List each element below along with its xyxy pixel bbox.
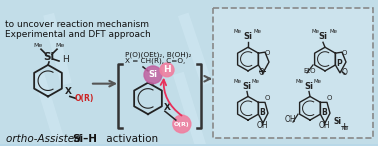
Text: B: B — [321, 108, 327, 117]
Text: Me: Me — [296, 79, 304, 84]
Text: O: O — [326, 95, 332, 101]
Text: O: O — [341, 50, 347, 56]
Text: P: P — [336, 59, 342, 68]
Text: Me: Me — [342, 126, 349, 131]
Text: H: H — [163, 65, 171, 74]
Text: Me: Me — [234, 29, 242, 34]
Text: Si: Si — [305, 82, 313, 91]
Text: P(O)(OEt)₂, B(OH)₂: P(O)(OEt)₂, B(OH)₂ — [125, 51, 191, 58]
Text: X: X — [65, 86, 72, 95]
Text: O: O — [342, 68, 348, 77]
Circle shape — [173, 115, 191, 133]
Text: Me: Me — [252, 79, 260, 84]
Text: EtO: EtO — [303, 68, 316, 74]
Text: OH: OH — [284, 115, 296, 124]
Circle shape — [160, 63, 174, 77]
Text: Si: Si — [243, 82, 251, 91]
Circle shape — [144, 66, 162, 84]
Text: OH: OH — [318, 121, 330, 130]
Text: X = CH(R), C=O,: X = CH(R), C=O, — [125, 57, 185, 64]
Text: Me: Me — [234, 79, 242, 84]
Text: Me: Me — [314, 79, 322, 84]
Text: Si: Si — [319, 32, 327, 41]
Text: OH: OH — [256, 121, 268, 130]
Text: Me: Me — [55, 43, 65, 48]
Text: Me: Me — [311, 29, 319, 34]
Text: Experimental and DFT approach: Experimental and DFT approach — [5, 29, 151, 39]
Text: H: H — [62, 55, 69, 64]
Text: Me: Me — [329, 29, 337, 34]
Text: Si: Si — [43, 52, 54, 62]
Text: Si: Si — [333, 117, 341, 126]
Text: X: X — [164, 103, 171, 112]
Text: O: O — [259, 68, 265, 77]
Text: Si: Si — [149, 70, 158, 79]
FancyBboxPatch shape — [213, 8, 373, 138]
Text: Me: Me — [254, 29, 262, 34]
Text: ortho-Assisted: ortho-Assisted — [6, 134, 84, 144]
Text: to uncover reaction mechanism: to uncover reaction mechanism — [5, 20, 149, 29]
Text: activation: activation — [103, 134, 158, 144]
Text: Si–H: Si–H — [72, 134, 97, 144]
Text: B: B — [259, 108, 265, 117]
Text: O(R): O(R) — [174, 121, 190, 127]
Text: Si: Si — [243, 32, 253, 41]
Text: O: O — [264, 95, 270, 101]
Text: Me: Me — [33, 43, 43, 48]
Text: O: O — [264, 50, 270, 56]
Text: +: + — [340, 122, 349, 132]
Text: O(R): O(R) — [75, 94, 94, 103]
